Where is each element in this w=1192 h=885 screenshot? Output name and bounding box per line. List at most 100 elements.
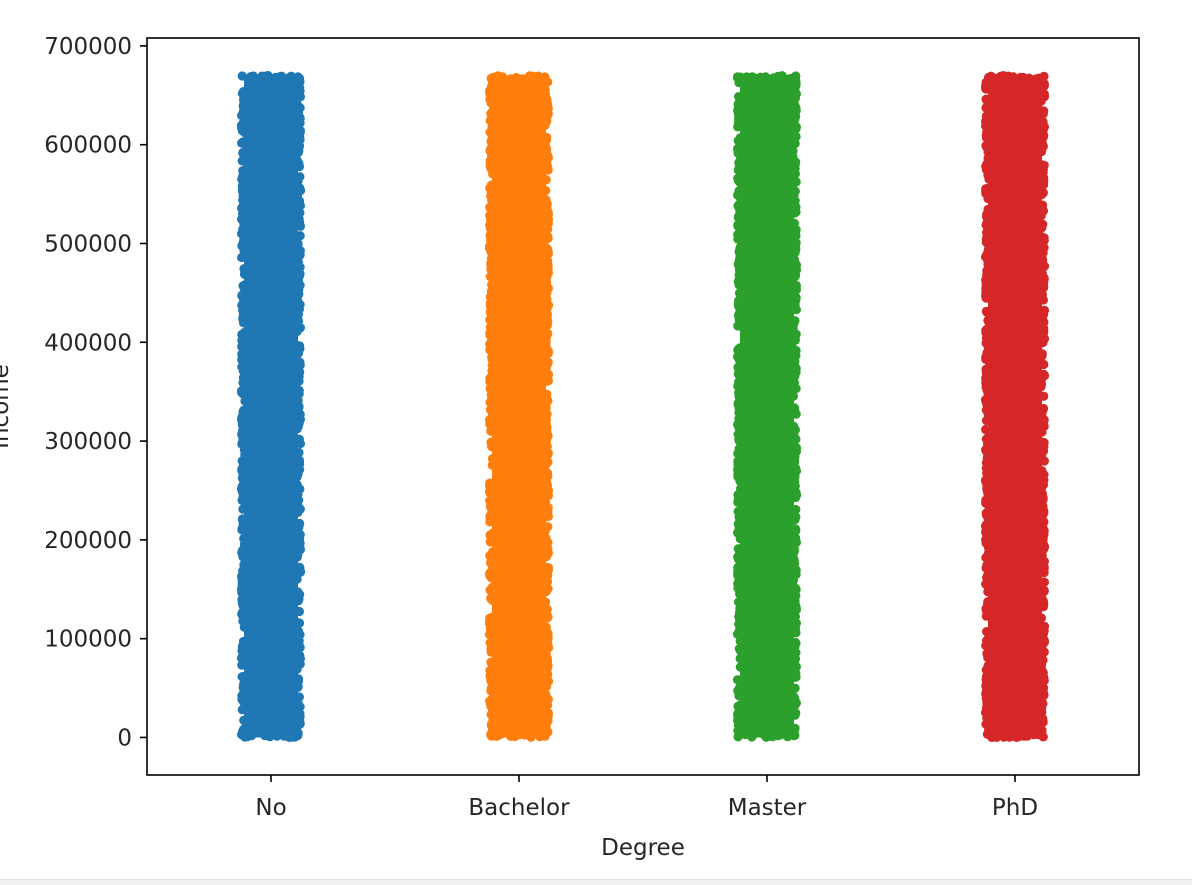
data-point bbox=[543, 612, 553, 622]
data-point bbox=[239, 445, 249, 455]
data-point bbox=[542, 105, 552, 115]
data-point bbox=[238, 504, 249, 514]
data-point bbox=[541, 439, 551, 449]
data-point bbox=[485, 478, 495, 488]
data-point bbox=[789, 458, 800, 468]
data-point bbox=[260, 729, 270, 739]
data-point bbox=[293, 324, 303, 334]
data-point bbox=[542, 661, 552, 671]
x-tick-label-master: Master bbox=[728, 795, 807, 821]
data-point bbox=[791, 603, 801, 613]
data-point bbox=[542, 470, 553, 480]
data-point bbox=[784, 74, 794, 84]
data-point bbox=[541, 416, 551, 426]
data-point bbox=[983, 599, 993, 609]
data-point bbox=[734, 706, 745, 717]
data-point bbox=[293, 486, 303, 496]
data-point bbox=[983, 526, 994, 536]
data-point bbox=[789, 109, 799, 119]
data-point bbox=[791, 466, 801, 476]
data-point bbox=[540, 115, 550, 126]
data-point bbox=[488, 257, 498, 267]
data-point bbox=[237, 464, 247, 474]
data-point bbox=[542, 95, 552, 105]
y-tick-label: 400000 bbox=[44, 330, 132, 356]
data-point bbox=[790, 316, 800, 326]
data-point bbox=[293, 626, 304, 636]
data-point bbox=[790, 406, 800, 416]
data-point bbox=[1038, 109, 1048, 119]
data-point bbox=[791, 363, 801, 373]
data-point bbox=[295, 341, 305, 351]
data-point bbox=[542, 653, 552, 664]
data-point bbox=[237, 660, 247, 670]
data-point bbox=[541, 363, 552, 373]
data-point bbox=[239, 560, 249, 570]
data-point bbox=[240, 552, 250, 563]
data-point bbox=[237, 411, 248, 421]
data-point bbox=[1039, 236, 1049, 246]
data-point bbox=[295, 545, 305, 555]
data-point bbox=[541, 709, 551, 720]
data-point bbox=[735, 119, 746, 129]
data-point bbox=[237, 487, 247, 497]
data-point bbox=[734, 308, 745, 319]
data-point bbox=[277, 73, 287, 83]
data-point bbox=[984, 258, 994, 268]
data-point bbox=[1036, 656, 1047, 666]
data-point bbox=[982, 669, 993, 679]
data-point bbox=[540, 211, 550, 221]
data-point bbox=[733, 519, 743, 529]
data-point bbox=[1036, 349, 1046, 359]
data-point bbox=[246, 731, 257, 741]
data-point bbox=[238, 91, 249, 101]
data-point bbox=[734, 683, 745, 693]
data-point bbox=[987, 732, 997, 743]
plot-frame bbox=[146, 37, 1140, 776]
data-point bbox=[734, 288, 745, 298]
data-point bbox=[487, 533, 497, 543]
data-point bbox=[1036, 514, 1046, 524]
data-point bbox=[791, 504, 801, 515]
data-point bbox=[733, 277, 743, 287]
data-point bbox=[981, 338, 991, 348]
data-point bbox=[733, 398, 743, 408]
data-point bbox=[735, 587, 746, 597]
data-point bbox=[788, 480, 799, 490]
data-point bbox=[295, 217, 305, 228]
data-point bbox=[736, 158, 746, 168]
data-point bbox=[983, 97, 993, 107]
data-point bbox=[295, 563, 305, 573]
data-point bbox=[734, 353, 744, 364]
data-point bbox=[239, 154, 249, 164]
data-point bbox=[487, 354, 497, 364]
data-point bbox=[733, 234, 743, 244]
data-point bbox=[791, 526, 801, 536]
x-tick-label-no: No bbox=[255, 795, 286, 821]
data-point bbox=[293, 507, 303, 517]
data-point bbox=[733, 176, 744, 186]
data-point bbox=[735, 390, 745, 400]
data-point bbox=[487, 595, 497, 605]
data-point bbox=[735, 343, 745, 353]
data-point bbox=[295, 118, 305, 128]
data-point bbox=[1039, 587, 1049, 597]
data-point bbox=[761, 72, 771, 82]
data-point bbox=[485, 383, 495, 394]
data-point bbox=[734, 435, 744, 445]
data-point bbox=[759, 730, 769, 740]
data-point bbox=[789, 203, 799, 214]
data-point bbox=[791, 672, 801, 682]
data-point bbox=[542, 604, 552, 614]
data-point bbox=[791, 627, 801, 638]
data-point bbox=[735, 373, 745, 383]
data-point bbox=[790, 371, 800, 381]
data-point bbox=[294, 196, 305, 206]
data-point bbox=[736, 533, 746, 543]
data-point bbox=[736, 215, 746, 225]
data-point bbox=[237, 123, 247, 133]
data-point bbox=[534, 730, 544, 740]
data-point bbox=[541, 336, 551, 346]
data-point bbox=[295, 717, 305, 727]
data-point bbox=[982, 209, 992, 219]
